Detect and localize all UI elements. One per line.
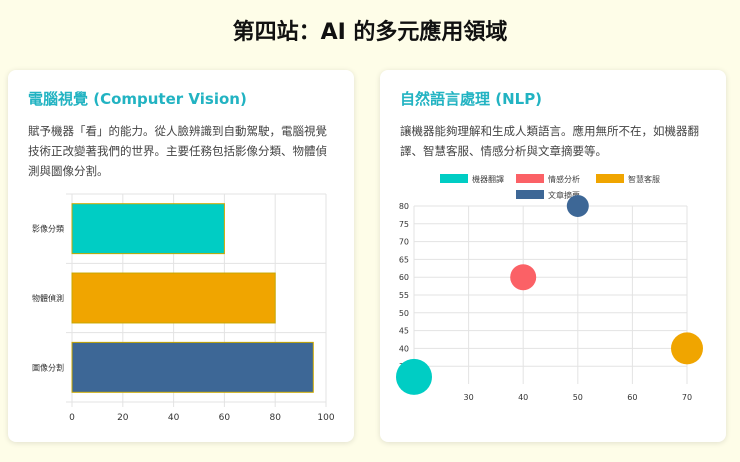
bubble-legend-label: 情感分析 <box>548 174 580 184</box>
bar-chart-bar <box>71 203 225 255</box>
bar-chart-x-tick-label: 100 <box>317 413 334 423</box>
bubble-y-tick-label: 60 <box>399 273 409 282</box>
nlp-card: 自然語言處理 (NLP) 讓機器能夠理解和生成人類語言。應用無所不在，如機器翻譯… <box>380 70 726 442</box>
bar-chart-bar <box>71 341 314 393</box>
cv-card-description: 賦予機器「看」的能力。從人臉辨識到自動駕駛，電腦視覺技術正改變著我們的世界。主要… <box>28 124 327 178</box>
bar-chart-x-tick-label: 80 <box>269 413 281 423</box>
nlp-bubble-chart: 機器翻譯情感分析智慧客服文章摘要354045505560657075803040… <box>396 174 703 402</box>
bar-chart-x-tick-label: 20 <box>117 413 129 423</box>
bubble-legend-swatch <box>440 174 468 183</box>
bubble-legend-label: 文章摘要 <box>548 190 580 200</box>
bar-chart-x-tick-label: 0 <box>69 413 75 423</box>
bubble-x-tick-label: 40 <box>518 393 528 402</box>
bubble-legend-swatch <box>596 174 624 183</box>
page-title: 第四站：AI 的多元應用領域 <box>232 20 508 45</box>
bubble-point <box>510 264 537 291</box>
bubble-y-tick-label: 80 <box>399 202 409 211</box>
bubble-legend-swatch <box>516 174 544 183</box>
bar-chart-x-tick-label: 40 <box>168 413 180 423</box>
bubble-y-tick-label: 55 <box>399 291 409 300</box>
bubble-y-tick-label: 45 <box>399 327 409 336</box>
cv-card-title: 電腦視覺 (Computer Vision) <box>28 90 247 108</box>
bubble-y-tick-label: 70 <box>399 238 409 247</box>
bubble-legend-label: 機器翻譯 <box>472 174 504 184</box>
bubble-legend-swatch <box>516 190 544 199</box>
bubble-x-tick-label: 60 <box>627 393 637 402</box>
bubble-y-tick-label: 50 <box>399 309 409 318</box>
bubble-point <box>671 332 703 365</box>
bar-chart-bar <box>71 272 276 324</box>
bar-chart-category-label: 影像分類 <box>32 224 64 234</box>
bubble-x-tick-label: 50 <box>573 393 583 402</box>
bubble-point <box>566 195 589 217</box>
bubble-legend-label: 智慧客服 <box>628 174 660 184</box>
bar-chart-category-label: 圖像分割 <box>32 362 64 372</box>
bubble-x-tick-label: 30 <box>464 393 474 402</box>
nlp-card-description: 讓機器能夠理解和生成人類語言。應用無所不在，如機器翻譯、智慧客服、情感分析與文章… <box>400 124 699 158</box>
bubble-y-tick-label: 75 <box>399 220 409 229</box>
bubble-y-tick-label: 40 <box>399 344 409 353</box>
bar-chart-category-label: 物體偵測 <box>32 293 64 303</box>
bar-chart-x-tick-label: 60 <box>219 413 231 423</box>
bubble-point <box>396 358 432 395</box>
bubble-x-tick-label: 70 <box>682 393 692 402</box>
nlp-card-title: 自然語言處理 (NLP) <box>400 90 543 108</box>
bubble-y-tick-label: 65 <box>399 255 409 264</box>
